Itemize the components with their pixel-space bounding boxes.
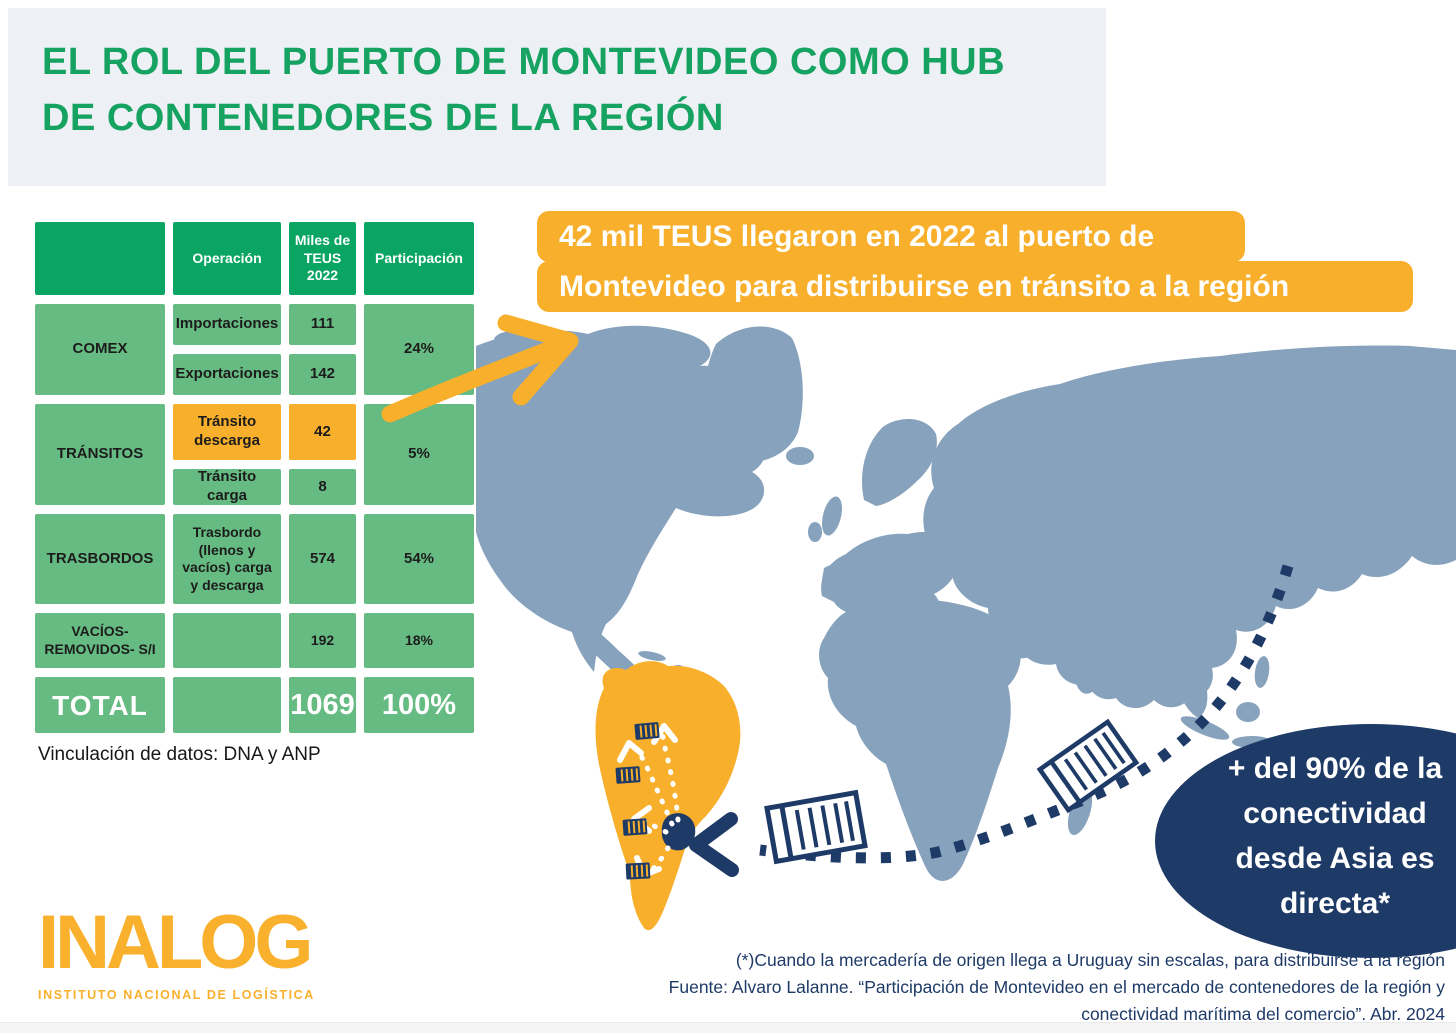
container-outline-icon [767, 793, 865, 862]
page-title-line1: EL ROL DEL PUERTO DE MONTEVIDEO COMO HUB [42, 41, 1006, 83]
table-op-transito-carga: Tránsito carga [173, 468, 281, 505]
table-header-share: Participación [364, 222, 474, 295]
container-outline-icon [1040, 722, 1136, 810]
table-group-total: TOTAL [35, 677, 165, 733]
table-group-vacios: VACÍOS- REMOVIDOS- S/I [35, 613, 165, 668]
table-val-vacios: 192 [289, 613, 356, 668]
table-val-importaciones: 111 [289, 304, 356, 345]
inalog-subtitle: INSTITUTO NACIONAL DE LOGÍSTICA [38, 988, 315, 1002]
table-share-trasbordos: 54% [364, 514, 474, 604]
south-america [595, 661, 741, 931]
container-icon [633, 720, 661, 742]
table-op-transito-descarga: Tránsito descarga [173, 404, 281, 460]
continents [476, 325, 1456, 881]
table-op-exportaciones: Exportaciones [173, 354, 281, 395]
table-group-comex: COMEX [35, 304, 165, 395]
asia-badge-line1: + del 90% de la [1227, 752, 1443, 785]
table-group-trasbordos: TRASBORDOS [35, 514, 165, 604]
table-val-transito-carga: 8 [289, 469, 356, 505]
asia-badge-text: + del 90% de la conectividad desde Asia … [1185, 746, 1456, 926]
table-share-transitos: 5% [364, 404, 474, 505]
table-share-vacios: 18% [364, 613, 474, 668]
source-note: Vinculación de datos: DNA y ANP [38, 744, 321, 765]
inalog-logo: INALOG INSTITUTO NACIONAL DE LOGÍSTICA [38, 900, 315, 1003]
container-icon [624, 861, 652, 881]
table-op-trasbordo: Trasbordo (llenos y vacíos) carga y desc… [173, 514, 281, 604]
title-panel: EL ROL DEL PUERTO DE MONTEVIDEO COMO HUB… [8, 8, 1106, 186]
asia-badge-line2: conectividad [1243, 797, 1427, 830]
inalog-wordmark: INALOG [38, 900, 314, 985]
table-header-blank [35, 222, 165, 295]
footnote-line1: (*)Cuando la mercadería de origen llega … [735, 950, 1445, 970]
container-icon [614, 765, 642, 785]
table-header-teus: Miles de TEUS 2022 [289, 222, 356, 295]
footnote: (*)Cuando la mercadería de origen llega … [665, 947, 1445, 1028]
footnote-line2: Fuente: Alvaro Lalanne. “Participación d… [668, 977, 1445, 997]
table-op-vacios [173, 613, 281, 668]
table-header-operation: Operación [173, 222, 281, 295]
teus-table: Operación Miles de TEUS 2022 Participaci… [35, 222, 474, 733]
asia-badge-line3: desde Asia es [1235, 842, 1435, 875]
table-share-comex: 24% [364, 304, 474, 395]
table-op-importaciones: Importaciones [173, 304, 281, 345]
table-val-trasbordo: 574 [289, 514, 356, 604]
table-op-total [173, 677, 281, 733]
table-group-transitos: TRÁNSITOS [35, 404, 165, 505]
asia-badge-line4: directa* [1279, 887, 1391, 920]
asia-route-arrowhead-icon [689, 812, 739, 877]
footnote-line3: conectividad marítima del comercio”. Abr… [1081, 1004, 1445, 1024]
callout-line1: 42 mil TEUS llegaron en 2022 al puerto d… [537, 211, 1245, 262]
table-val-total: 1069 [289, 677, 356, 733]
table-val-exportaciones: 142 [289, 354, 356, 395]
callout-line2: Montevideo para distribuirse en tránsito… [537, 261, 1413, 312]
table-share-total: 100% [364, 677, 474, 733]
table-val-transito-descarga: 42 [289, 404, 356, 460]
page-title-line2: DE CONTENEDORES DE LA REGIÓN [42, 97, 724, 139]
asia-connectivity-badge: + del 90% de la conectividad desde Asia … [1155, 724, 1456, 958]
bottom-strip [0, 1022, 1456, 1033]
container-icon [621, 817, 649, 837]
